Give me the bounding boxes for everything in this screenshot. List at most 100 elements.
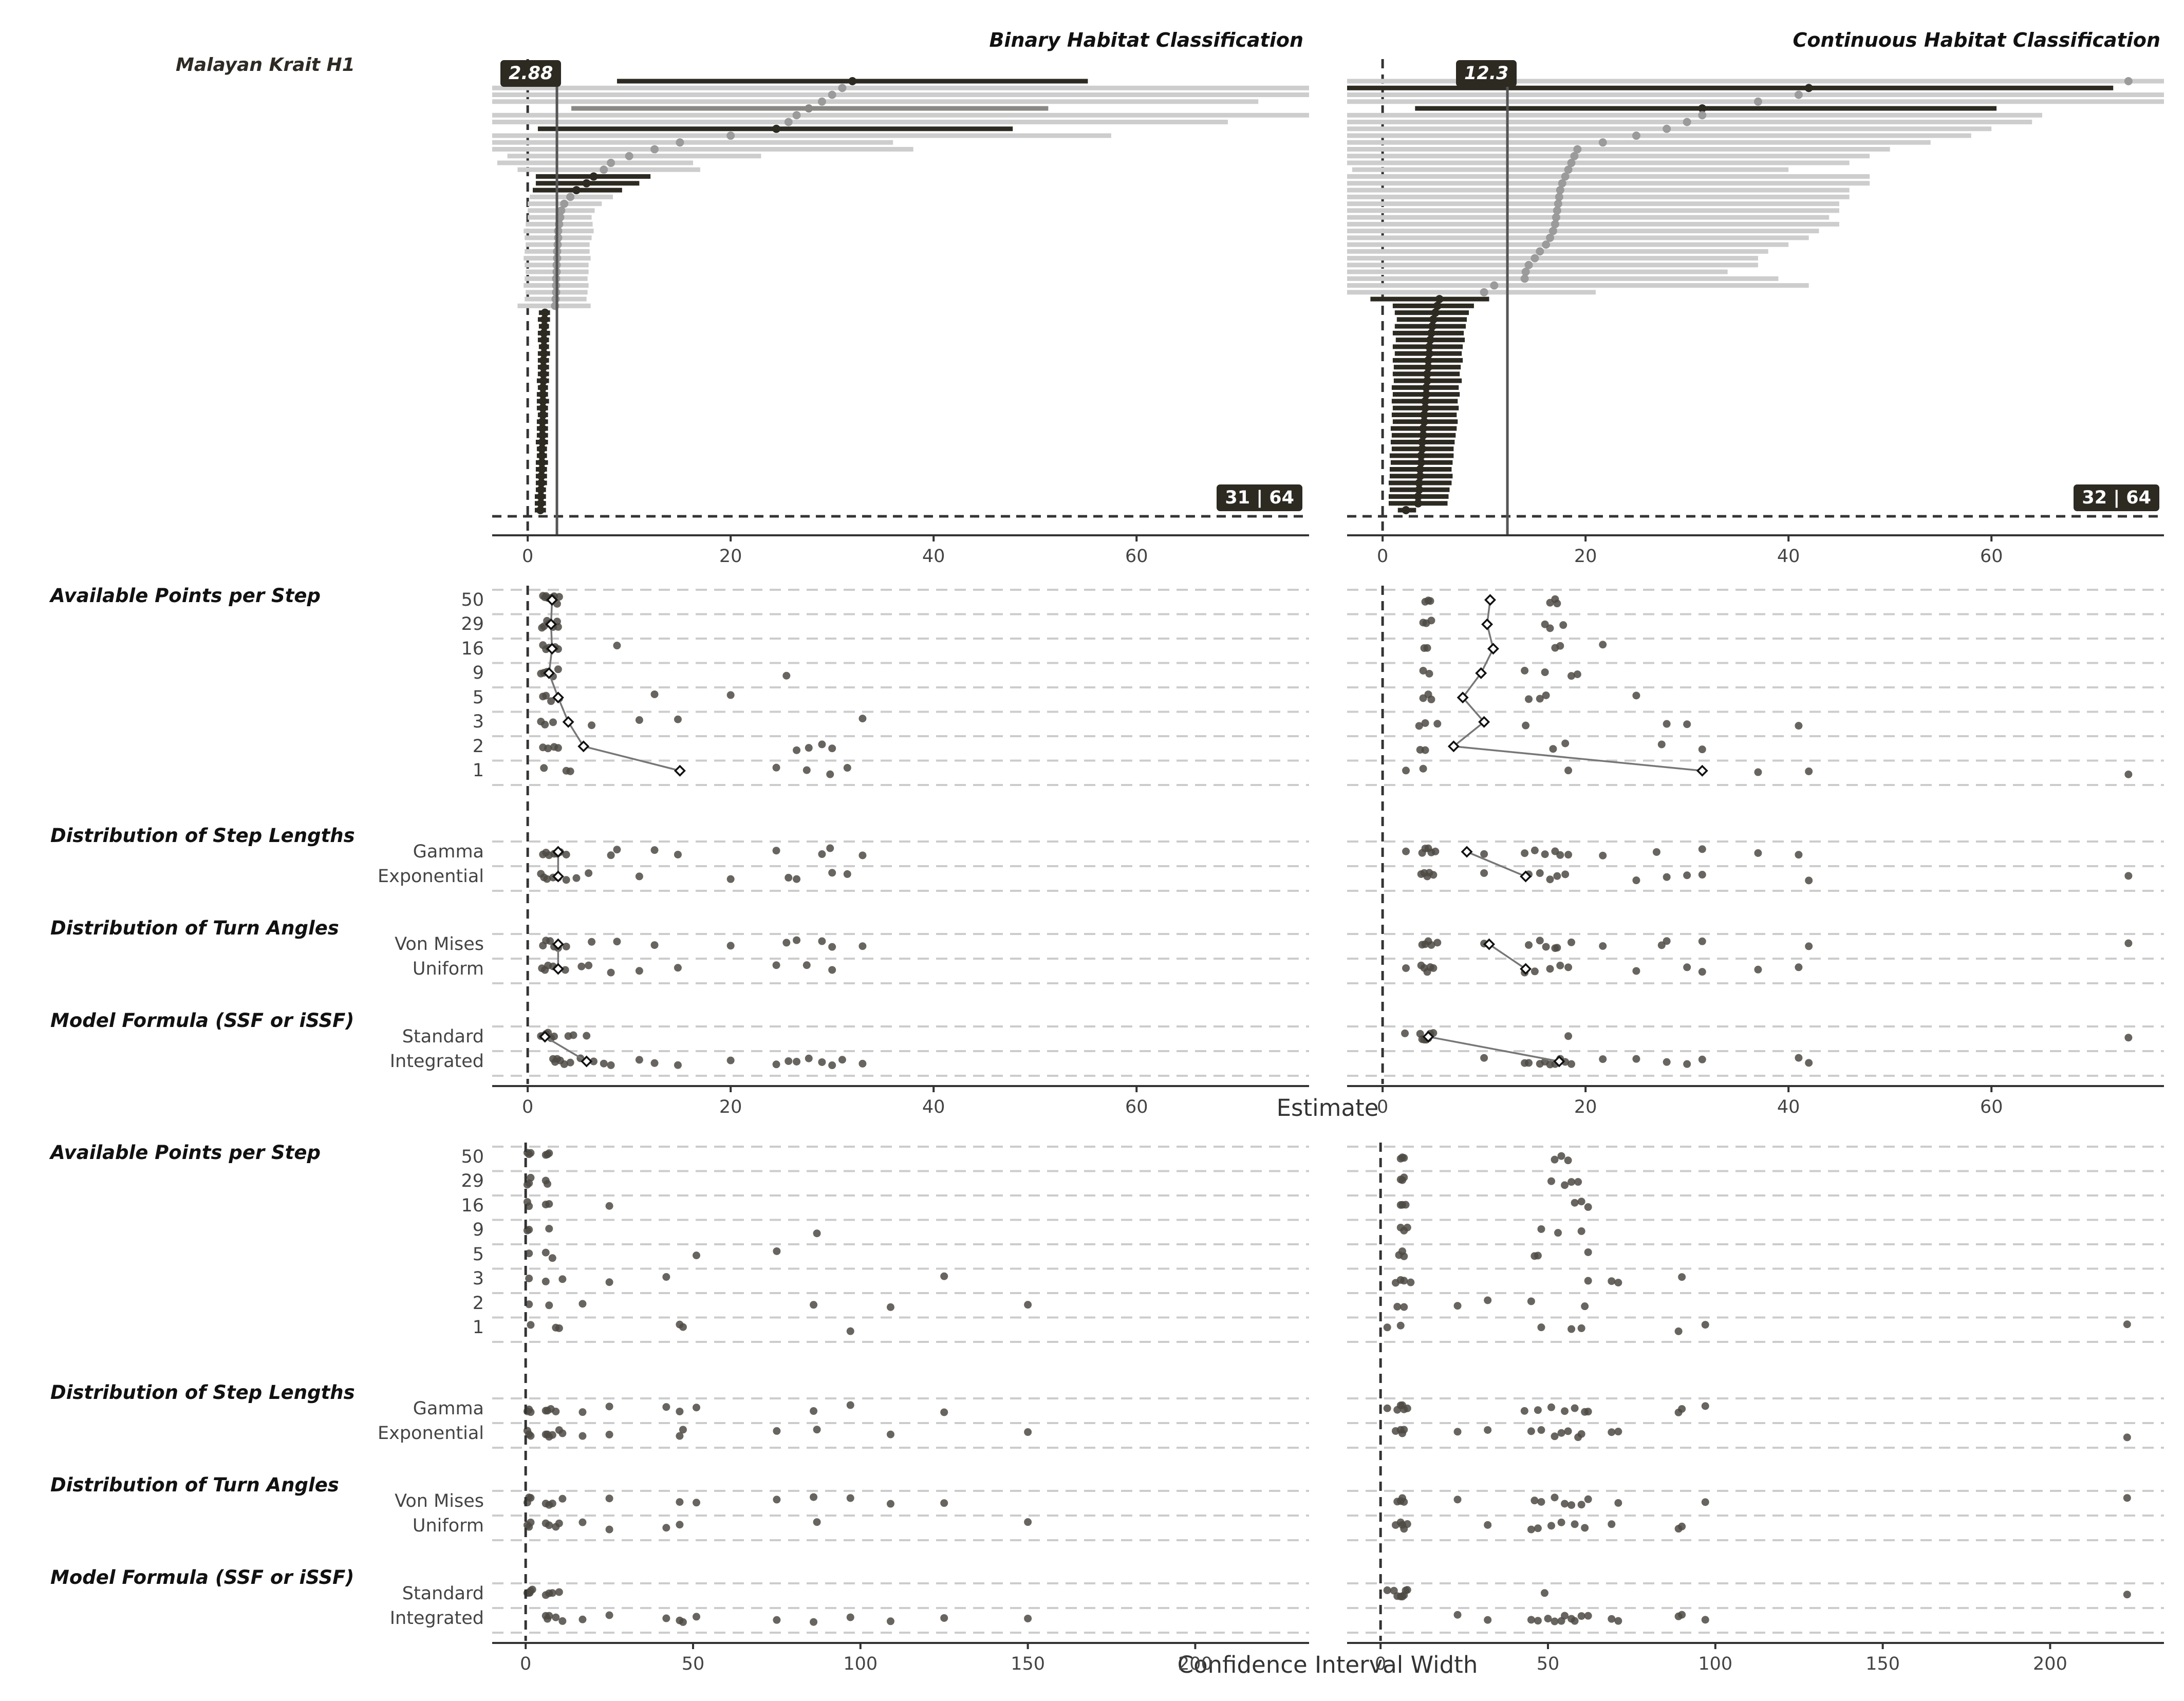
model-point	[583, 1032, 591, 1040]
estimate-point	[1421, 404, 1430, 413]
facet-label-model-formula-bottom: Model Formula (SSF or iSSF)	[50, 1566, 354, 1588]
estimate-point	[539, 363, 548, 371]
model-point	[1614, 1617, 1622, 1625]
model-point	[566, 1058, 574, 1067]
ciwidth-level-label: 9	[472, 1220, 484, 1241]
estimate-point	[539, 356, 548, 365]
model-point	[1546, 965, 1554, 973]
model-point	[541, 720, 549, 728]
model-point	[1698, 845, 1706, 853]
model-point	[1541, 850, 1549, 858]
model-point	[569, 1031, 577, 1039]
model-point	[1581, 1524, 1589, 1532]
model-point	[813, 1426, 821, 1434]
model-point	[1754, 768, 1762, 776]
mean-diamond	[1520, 870, 1532, 883]
mean-diamond	[1484, 594, 1496, 606]
estimate-point	[538, 424, 547, 433]
model-point	[726, 942, 735, 950]
estimate-point	[539, 349, 548, 358]
model-point	[558, 1275, 567, 1283]
model-point	[545, 1225, 553, 1233]
model-point	[605, 1525, 613, 1534]
model-point	[2123, 1591, 2131, 1599]
mean-diamond	[1422, 1031, 1434, 1043]
model-point	[1429, 964, 1438, 972]
model-point	[676, 1407, 684, 1415]
model-point	[1577, 1430, 1585, 1438]
model-point	[650, 846, 659, 854]
model-point	[1557, 1518, 1565, 1526]
model-point	[693, 1404, 700, 1412]
model-point	[1393, 1302, 1402, 1311]
model-point	[886, 1303, 894, 1311]
estimate-point	[1435, 295, 1444, 304]
estimate-point	[838, 84, 847, 92]
model-point	[1522, 721, 1530, 730]
mean-diamond	[1457, 691, 1469, 704]
estimate-point	[726, 132, 735, 140]
model-point	[1567, 1178, 1576, 1186]
model-point	[527, 1173, 535, 1182]
x-tick-label: 60	[1980, 1097, 2003, 1117]
model-point	[1632, 876, 1640, 885]
model-point	[635, 967, 643, 975]
model-point	[1614, 1499, 1622, 1507]
estimate-level-label: 50	[461, 589, 484, 610]
x-tick-label: 0	[520, 1654, 532, 1674]
model-point	[1484, 1426, 1492, 1434]
estimate-point	[1418, 438, 1427, 446]
model-point	[1564, 1427, 1572, 1435]
estimate-point	[1480, 288, 1488, 296]
model-point	[886, 1617, 894, 1625]
ciwidth-level-label: Uniform	[412, 1516, 484, 1536]
model-point	[1657, 740, 1666, 749]
model-point	[1534, 1524, 1542, 1532]
model-point	[1530, 846, 1539, 854]
model-point	[2124, 770, 2133, 778]
model-point	[1701, 1616, 1709, 1624]
ciwidth-level-label: 2	[472, 1293, 484, 1314]
estimate-point	[538, 417, 547, 426]
model-point	[772, 961, 780, 969]
model-point	[1402, 1201, 1410, 1209]
x-tick-label: 0	[1375, 1654, 1387, 1674]
model-point	[1551, 1493, 1559, 1502]
model-point	[561, 966, 569, 974]
ciwidth-level-label: 29	[461, 1171, 484, 1192]
estimate-point	[805, 104, 813, 113]
mean-diamond	[1478, 716, 1490, 728]
estimate-point	[538, 404, 547, 413]
estimate-point	[2124, 77, 2133, 85]
ciwidth-level-label: 16	[461, 1195, 484, 1216]
estimate-point	[848, 77, 857, 85]
model-point	[1453, 1302, 1462, 1310]
model-point	[793, 1057, 801, 1066]
model-point	[1683, 871, 1691, 880]
model-point	[585, 869, 593, 877]
model-point	[773, 1496, 781, 1504]
model-point	[1571, 1404, 1579, 1412]
model-point	[805, 1054, 813, 1062]
model-point	[818, 850, 826, 858]
estimate-point	[538, 410, 547, 419]
ciwidth-level-label: Integrated	[389, 1608, 484, 1629]
model-point	[607, 851, 615, 859]
mean-line	[1428, 1036, 1560, 1062]
model-point	[785, 1057, 793, 1065]
count-badge-binary: 31 | 64	[1217, 484, 1302, 511]
model-point	[1534, 1251, 1542, 1260]
model-point	[793, 936, 801, 944]
estimate-point	[1553, 206, 1561, 215]
model-point	[1657, 941, 1666, 949]
estimate-point	[1561, 172, 1570, 181]
estimate-point	[1423, 377, 1432, 385]
model-point	[1701, 1321, 1709, 1329]
model-point	[1401, 1029, 1409, 1037]
mean-diamond	[1696, 764, 1708, 777]
model-point	[1698, 1055, 1706, 1063]
model-point	[1402, 767, 1410, 775]
model-point	[528, 1585, 536, 1594]
estimate-point	[560, 199, 569, 208]
model-point	[1754, 965, 1762, 974]
